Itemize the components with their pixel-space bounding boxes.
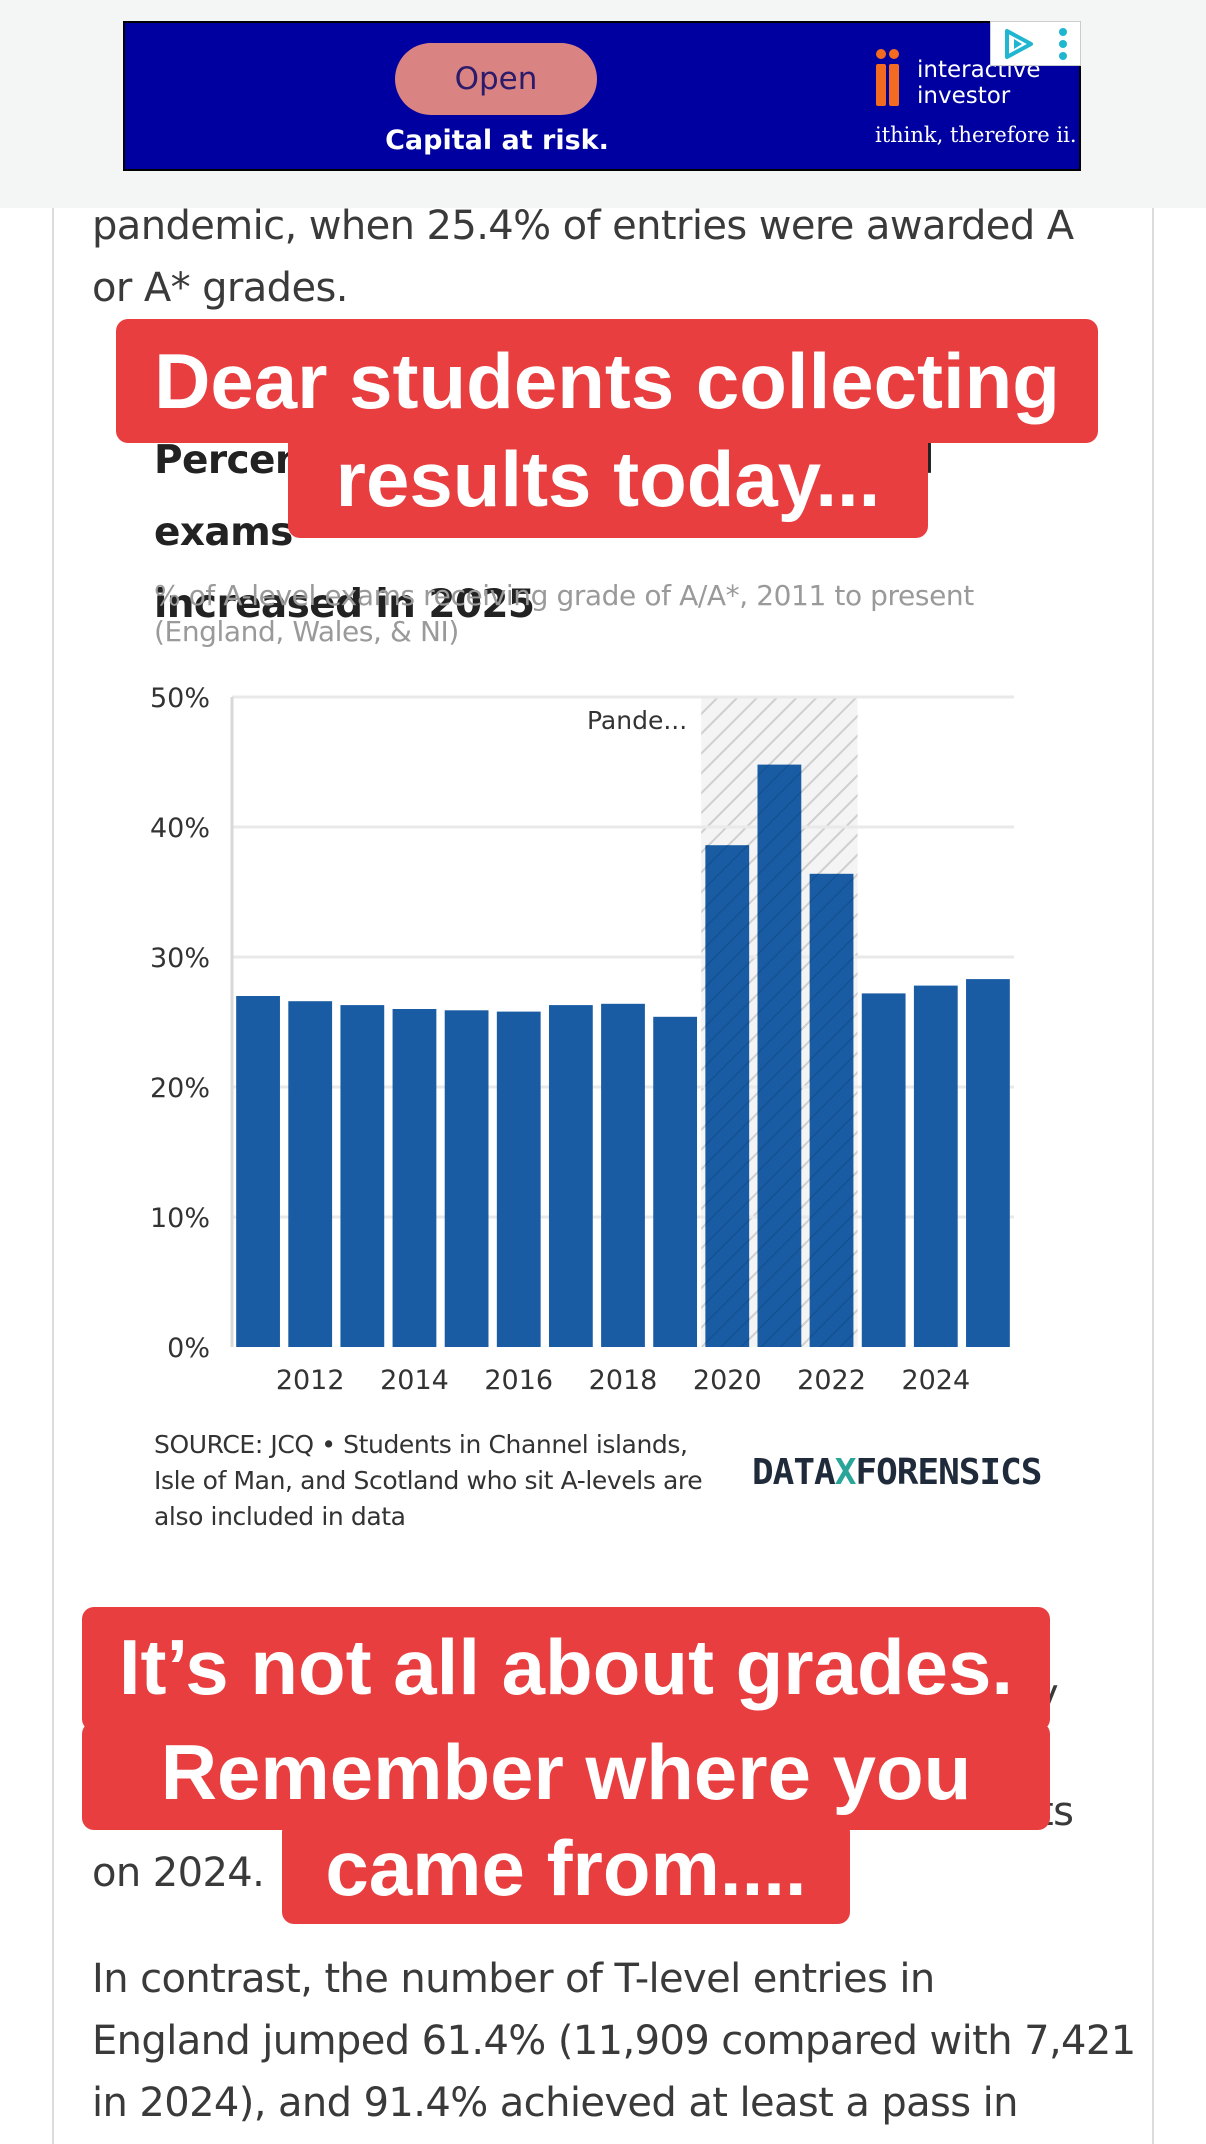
source-line1: SOURCE: JCQ • Students in Channel island… bbox=[154, 1430, 688, 1459]
data-forensics-logo: DATAXFORENSICS bbox=[752, 1452, 1042, 1493]
interactive-investor-logo-icon bbox=[876, 49, 899, 106]
bar bbox=[288, 1001, 333, 1347]
bar bbox=[861, 993, 906, 1347]
y-tick-label: 50% bbox=[150, 683, 210, 714]
adchoices-play-icon[interactable] bbox=[1001, 27, 1035, 61]
chart-title-line2: increased in 2025 bbox=[154, 582, 535, 627]
article-paragraph-top-line1: pandemic, when 25.4% of entries were awa… bbox=[92, 203, 1074, 249]
x-tick-label: 2024 bbox=[901, 1365, 970, 1396]
ad-tagline: ithink, therefore ii. bbox=[875, 123, 1077, 147]
bar-hatch-overlay bbox=[705, 845, 750, 1347]
caption-bottom-line2: Remember where you bbox=[82, 1722, 1050, 1830]
kebab-menu-icon[interactable] bbox=[1056, 26, 1070, 62]
bar bbox=[653, 1016, 698, 1347]
ad-brand-line2: investor bbox=[917, 83, 1011, 109]
bar bbox=[340, 1005, 385, 1347]
x-tick-label: 2016 bbox=[484, 1365, 553, 1396]
bar-hatch-overlay bbox=[809, 873, 854, 1347]
logo-x-mark: X bbox=[834, 1452, 857, 1493]
ad-open-button[interactable]: Open bbox=[395, 43, 597, 115]
bar bbox=[601, 1003, 645, 1347]
logo-forensics-word: FORENSICS bbox=[855, 1452, 1042, 1493]
chart-subtitle-line1: % of A-level exams receiving grade of A/… bbox=[154, 579, 974, 612]
x-tick-label: 2022 bbox=[797, 1365, 866, 1396]
article-paragraph-bottom-line1: In contrast, the number of T-level entri… bbox=[92, 1956, 935, 2002]
article-paragraph-bottom-line2: England jumped 61.4% (11,909 compared wi… bbox=[92, 2018, 1136, 2064]
x-tick-label: 2018 bbox=[589, 1365, 658, 1396]
y-tick-label: 40% bbox=[150, 813, 210, 844]
bar bbox=[966, 979, 1010, 1347]
chart-subtitle-line2: (England, Wales, & NI) bbox=[154, 615, 459, 648]
bar bbox=[548, 1005, 593, 1347]
x-tick-label: 2020 bbox=[693, 1365, 762, 1396]
y-tick-label: 0% bbox=[167, 1333, 210, 1364]
y-tick-label: 30% bbox=[150, 943, 210, 974]
caption-top-line2: results today... bbox=[288, 430, 928, 538]
article-paragraph-top-line2: or A* grades. bbox=[92, 265, 348, 311]
chart-subtitle: % of A-level exams receiving grade of A/… bbox=[154, 578, 1034, 650]
logo-data-word: DATA bbox=[752, 1452, 836, 1493]
chart-source-note: SOURCE: JCQ • Students in Channel island… bbox=[154, 1427, 714, 1535]
source-line2: Isle of Man, and Scotland who sit A-leve… bbox=[154, 1466, 703, 1495]
caption-top-line1: Dear students collecting bbox=[116, 319, 1098, 443]
ad-risk-text: Capital at risk. bbox=[385, 125, 609, 156]
article-paragraph-bottom-line3: in 2024), and 91.4% achieved at least a … bbox=[92, 2080, 1019, 2126]
x-tick-label: 2012 bbox=[276, 1365, 345, 1396]
caption-bottom-line1: It’s not all about grades. bbox=[82, 1607, 1050, 1731]
source-line3: also included in data bbox=[154, 1502, 406, 1531]
y-tick-label: 20% bbox=[150, 1073, 210, 1104]
caption-bottom-line3: came from.... bbox=[282, 1820, 850, 1924]
x-tick-label: 2014 bbox=[380, 1365, 449, 1396]
bar-hatch-overlay bbox=[757, 764, 802, 1347]
bar bbox=[496, 1011, 541, 1347]
article-paragraph-mid-line: on 2024. bbox=[92, 1850, 265, 1896]
ad-choices-button[interactable] bbox=[990, 21, 1081, 66]
ad-banner[interactable]: Open Capital at risk. interactive invest… bbox=[123, 21, 1081, 171]
bar bbox=[236, 996, 280, 1347]
bar bbox=[913, 985, 958, 1347]
pandemic-label: Pande... bbox=[587, 706, 687, 735]
y-tick-label: 10% bbox=[150, 1203, 210, 1234]
article-column bbox=[52, 0, 1154, 2144]
bar-chart: 0% 10% 20% 30% 40% 50% 2012 2014 2016 2018 2020 202… bbox=[150, 683, 1014, 1396]
bar bbox=[392, 1009, 437, 1347]
ad-banner-area: Open Capital at risk. interactive invest… bbox=[0, 0, 1206, 208]
bar bbox=[444, 1010, 489, 1347]
